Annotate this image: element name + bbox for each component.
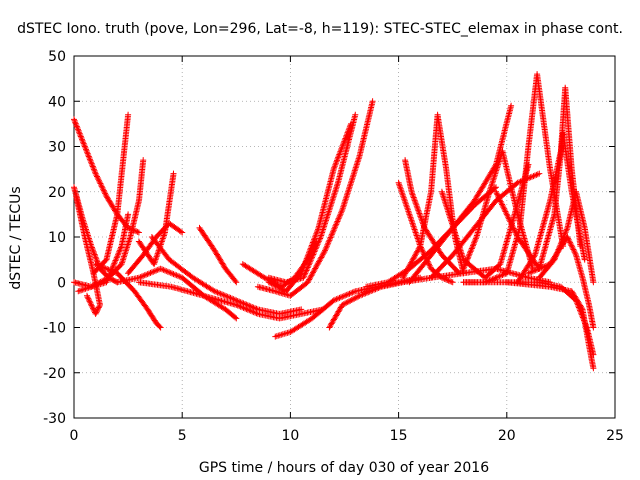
series-11 [135,279,326,322]
y-tick-label: 40 [48,94,66,110]
y-tick-label: 20 [48,185,66,201]
x-axis-label: GPS time / hours of day 030 of year 2016 [199,460,489,476]
series-6 [92,261,164,331]
data-point-markers [254,98,376,299]
chart-title: dSTEC Iono. truth (pove, Lon=296, Lat=-8… [17,21,623,37]
y-tick-label: 0 [57,275,66,291]
x-tick-label: 20 [498,428,516,444]
data-point-markers [73,193,103,317]
series-15 [265,111,359,286]
data-point-markers [460,71,567,286]
series-16 [265,120,354,295]
ticks-layer: 0 5 10 15 20 25 -30 -20 -10 0 10 20 30 40 50 [43,49,624,444]
x-tick-label: 5 [178,428,187,444]
y-tick-label: -30 [43,411,66,427]
y-tick-label: -10 [43,321,66,337]
series-32 [460,279,597,372]
y-tick-label: 50 [48,49,66,65]
data-point-markers [90,111,132,277]
data-point-markers [135,279,326,322]
series-18 [326,265,554,331]
data-point-markers [265,111,359,286]
data-layer [71,71,597,372]
data-point-markers [460,279,597,372]
series-7 [125,220,186,277]
data-point-markers [265,120,354,295]
series-2 [73,193,103,317]
data-point-markers [503,279,597,358]
data-point-markers [135,170,177,268]
x-tick-label: 10 [281,428,299,444]
series-33 [503,279,597,358]
data-point-markers [148,234,305,317]
data-point-markers [536,188,597,286]
series-27 [460,71,567,286]
series-12 [196,224,240,286]
series-5 [75,157,147,295]
series-10 [148,234,305,317]
series-4 [90,111,132,277]
data-point-markers [92,261,164,331]
x-tick-label: 0 [70,428,79,444]
data-point-markers [326,265,554,331]
x-tick-label: 15 [390,428,408,444]
x-tick-label: 25 [606,428,624,444]
y-tick-label: 30 [48,140,66,156]
series-8 [135,170,177,268]
data-point-markers [125,220,186,277]
y-tick-label: 10 [48,230,66,246]
series-31 [536,188,597,286]
data-point-markers [196,224,240,286]
y-tick-label: -20 [43,366,66,382]
series-14 [254,98,376,299]
y-axis-label: dSTEC / TECUs [8,186,24,289]
data-point-markers [75,157,147,295]
